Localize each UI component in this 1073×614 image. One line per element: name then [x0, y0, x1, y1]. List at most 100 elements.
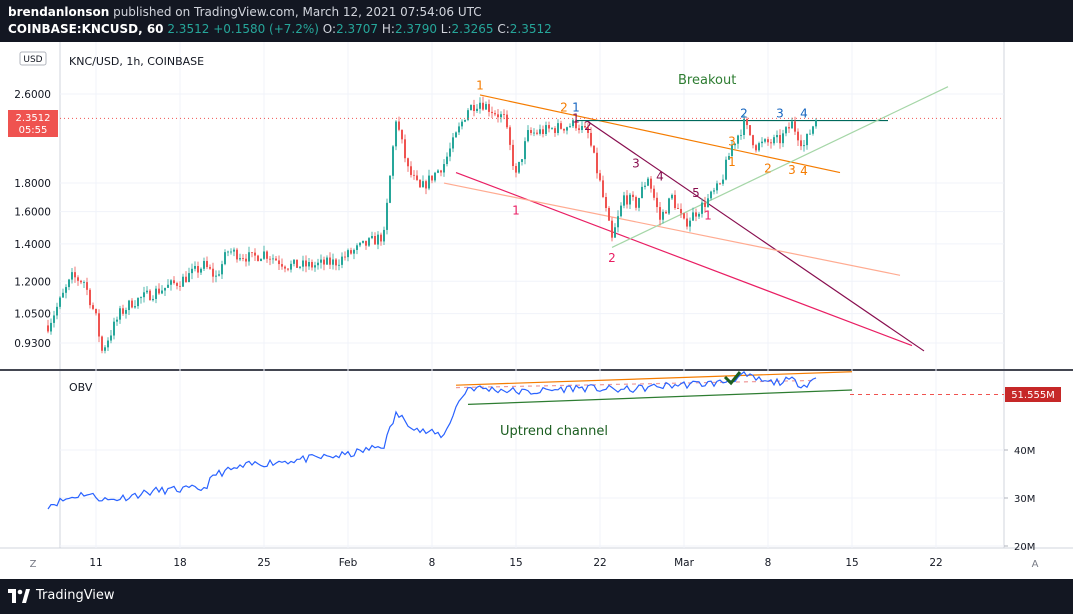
trendline [443, 182, 901, 276]
candle-body [671, 194, 673, 199]
wave-label: 1 [704, 208, 712, 222]
candle-body [683, 213, 685, 219]
candle-body [131, 300, 133, 308]
candle-body [293, 259, 295, 264]
candle-body [188, 273, 190, 283]
candle-body [704, 202, 706, 207]
zoom-corner-button[interactable] [24, 555, 42, 571]
candle-body [617, 216, 619, 228]
candle-body [377, 234, 379, 245]
last-price: 2.3512 [167, 22, 210, 36]
candle-body [803, 145, 805, 147]
currency-badge-box[interactable] [19, 51, 47, 66]
currency-badge[interactable]: USD [23, 55, 42, 65]
candle-body [314, 265, 316, 268]
candle-body [494, 113, 496, 115]
candle-body [539, 129, 541, 134]
candle-body [641, 186, 643, 199]
time-tick-label: 8 [429, 557, 436, 569]
candle-body [443, 164, 445, 173]
candle-body [578, 128, 580, 131]
candle-body [677, 208, 679, 209]
candle-body [491, 111, 493, 114]
candle-body [332, 259, 334, 265]
candle-body [248, 252, 250, 262]
candle-body [161, 290, 163, 294]
candle-body [209, 267, 211, 269]
candle-body [218, 274, 220, 276]
candle-body [239, 258, 241, 260]
candle-body [347, 250, 349, 258]
symbol-info: COINBASE:KNCUSD, 60 2.3512 +0.1580 (+7.2… [8, 22, 552, 36]
candle-body [182, 276, 184, 287]
candle-body [587, 127, 589, 133]
candle-body [665, 211, 667, 214]
candle-body [635, 197, 637, 208]
candle-body [686, 218, 688, 227]
candle-body [557, 123, 559, 133]
candle-body [119, 308, 121, 320]
candle-body [815, 120, 817, 127]
candle-body [401, 129, 403, 140]
chart-header: brendanlonson published on TradingView.c… [0, 0, 1073, 40]
candle-body [329, 257, 331, 265]
published-text: published on TradingView.com, March 12, … [113, 5, 482, 19]
candle-body [554, 128, 556, 133]
candle-body [614, 227, 616, 238]
candle-body [431, 175, 433, 181]
candle-body [257, 255, 259, 262]
candle-body [425, 181, 427, 189]
candle-body [362, 240, 364, 243]
candle-body [110, 335, 112, 341]
close-value: 2.3512 [509, 22, 552, 36]
high-label: H: [381, 22, 395, 36]
candle-body [638, 198, 640, 208]
candle-body [86, 282, 88, 290]
price-axis[interactable]: 2.6000 1.8000 1.6000 1.4000 1.2000 1.0500 0.93… [14, 89, 51, 350]
price-tick-label: 1.2000 [14, 276, 51, 288]
tradingview-logo[interactable]: TradingView [8, 588, 115, 603]
candle-body [374, 236, 376, 245]
time-tick-label: Mar [674, 557, 694, 569]
candle-body [743, 118, 745, 136]
grid-lines [60, 42, 1004, 548]
price-tag [8, 110, 58, 137]
candle-body [461, 121, 463, 127]
candle-body [230, 251, 232, 253]
candle-body [92, 305, 94, 309]
candle-body [206, 260, 208, 268]
candle-body [530, 130, 532, 134]
candle-body [308, 261, 310, 267]
candle-body [212, 268, 214, 277]
candle-body [758, 143, 760, 151]
time-tick-label: 22 [929, 557, 942, 569]
candle-body [518, 161, 520, 173]
zoom-corner-label[interactable]: Z [30, 559, 37, 570]
auto-scale-label[interactable]: A [1032, 559, 1039, 570]
candle-body [791, 121, 793, 129]
candle-body [512, 144, 514, 167]
price-tag-timer: 05:55 [19, 125, 48, 136]
author-name[interactable]: brendanlonson [8, 5, 110, 19]
candle-body [203, 260, 205, 269]
candle-body [74, 272, 76, 278]
candle-body [707, 198, 709, 207]
wave-label: 1 [572, 100, 580, 114]
time-axis[interactable]: 11 18 25 Feb 8 15 22 Mar 8 15 22 [89, 557, 942, 569]
wave-label: 1 [512, 204, 520, 218]
candle-body [281, 264, 283, 267]
auto-scale-button[interactable] [1026, 555, 1044, 571]
candle-body [200, 268, 202, 273]
obv-axis[interactable]: 40M 30M 20M [1004, 446, 1035, 553]
candle-body [116, 319, 118, 322]
candle-body [311, 261, 313, 268]
candle-body [467, 110, 469, 120]
candle-body [437, 170, 439, 173]
candle-body [191, 268, 193, 274]
candle-body [746, 118, 748, 126]
candle-body [101, 336, 103, 351]
candle-body [398, 121, 400, 130]
trendlines [443, 86, 949, 352]
